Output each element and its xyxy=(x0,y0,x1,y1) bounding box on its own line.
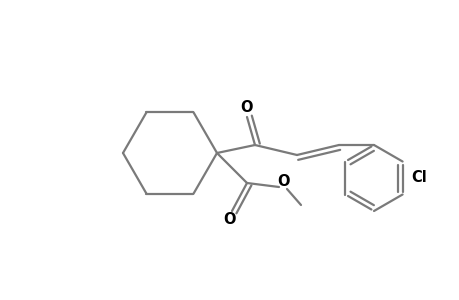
Text: O: O xyxy=(240,100,253,116)
Text: O: O xyxy=(277,175,290,190)
Text: O: O xyxy=(223,212,236,227)
Text: Cl: Cl xyxy=(410,170,426,185)
